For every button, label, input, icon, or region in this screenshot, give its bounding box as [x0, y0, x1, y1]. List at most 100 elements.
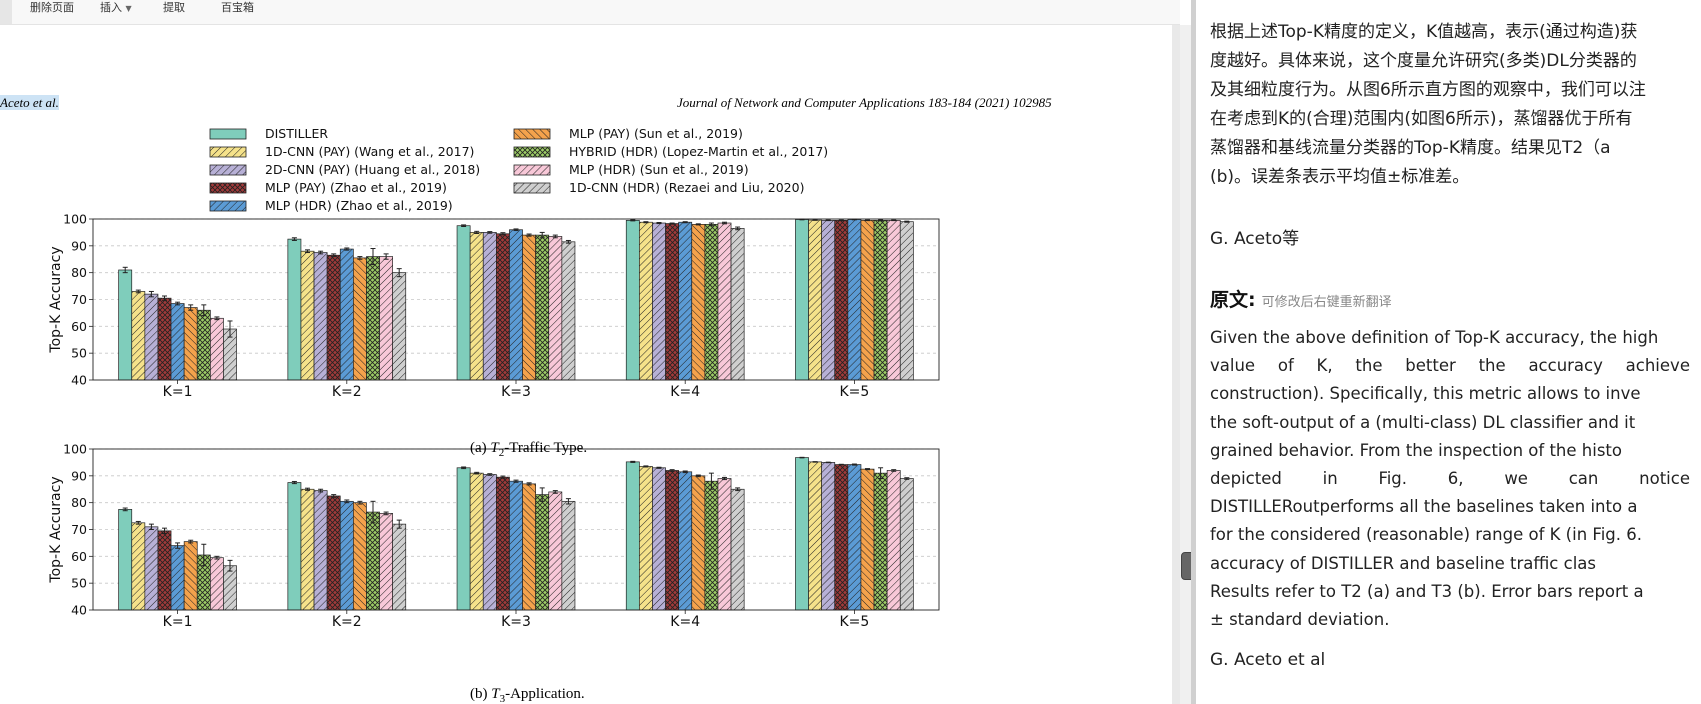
bar-hatch [353, 257, 367, 380]
x-tick-label: K=4 [670, 384, 700, 400]
word: K, [1316, 356, 1333, 376]
bar [625, 461, 640, 611]
bar-hatch [223, 329, 237, 380]
word: achieve [1625, 356, 1690, 376]
bar-hatch [314, 252, 328, 380]
caption-a: (a) T2-Traffic Type. [470, 440, 588, 459]
bar-hatch [548, 491, 562, 610]
original-line: accuracy of DISTILLER and baseline traff… [1210, 553, 1596, 573]
bar-hatch [392, 524, 406, 610]
running-journal: Journal of Network and Computer Applicat… [677, 95, 1052, 110]
original-line: depicted in Fig. 6, we can notice [1210, 465, 1690, 493]
translation-line: (b)。误差条表示平均值±标准差。 [1210, 167, 1470, 187]
original-line: the soft-output of a (multi-class) DL cl… [1210, 412, 1636, 432]
y-tick-label: 50 [71, 346, 87, 361]
panel-splitter[interactable] [1191, 0, 1196, 704]
legend-swatch-hatch [210, 183, 246, 193]
x-tick-label: K=2 [332, 384, 362, 400]
bar-hatch [561, 241, 575, 380]
bar-hatch [392, 272, 406, 380]
bar-hatch [808, 461, 822, 610]
bar-hatch [144, 526, 158, 610]
bar-hatch [847, 464, 861, 610]
bar-hatch [353, 502, 367, 610]
bar-hatch [665, 470, 679, 610]
bar-hatch [144, 294, 158, 380]
original-line: ± standard deviation. [1210, 609, 1390, 629]
bar-hatch [808, 220, 822, 380]
bar-hatch [874, 220, 888, 380]
legend-label: HYBRID (HDR) (Lopez-Martin et al., 2017) [569, 144, 828, 159]
bar-hatch [704, 481, 718, 610]
bar-hatch [639, 222, 653, 380]
bar-hatch [834, 464, 848, 610]
original-line: DISTILLERoutperforms all the baselines t… [1210, 497, 1638, 517]
retranslate-hint: 可修改后右键重新翻译 [1261, 295, 1392, 310]
legend-label: 1D-CNN (HDR) (Rezaei and Liu, 2020) [569, 180, 804, 195]
y-tick-label: 70 [71, 522, 87, 537]
y-tick-label: 60 [71, 549, 87, 564]
bar-hatch [496, 233, 510, 380]
bar-hatch [900, 478, 914, 610]
x-tick-label: K=1 [163, 614, 193, 630]
bar-hatch [379, 513, 393, 610]
extract-button[interactable]: 提取 [163, 1, 185, 14]
bar-hatch [821, 462, 835, 610]
translation-line: 在考虑到K的(合理)范围内(如图6所示)，蒸馏器优于所有 [1210, 109, 1633, 129]
delete-page-button[interactable]: 删除页面 [30, 1, 74, 14]
word: in [1322, 468, 1338, 488]
legend-label: MLP (HDR) (Sun et al., 2019) [569, 162, 749, 177]
insert-label: 插入 [100, 1, 122, 14]
bar-hatch [691, 224, 705, 380]
figure-6: DISTILLER 1D-CNN (PAY) (Wang et al., 2017… [48, 126, 940, 630]
bar-hatch [483, 232, 497, 380]
pdf-toolbar: 删除页面 插入 ▼ 提取 百宝箱 [0, 0, 1180, 25]
x-tick-label: K=5 [839, 614, 869, 630]
word: can [1568, 468, 1599, 488]
bar [118, 509, 133, 611]
bar-hatch [887, 470, 901, 610]
bar-hatch [731, 228, 745, 380]
toolbar-handle[interactable] [0, 0, 12, 24]
bar-hatch [509, 229, 523, 380]
scroll-track[interactable] [1172, 25, 1180, 704]
word: Fig. [1378, 468, 1408, 488]
word: 6, [1447, 468, 1464, 488]
bar-hatch [665, 223, 679, 380]
y-tick-label: 40 [71, 603, 87, 618]
translation-text[interactable]: 根据上述Top-K精度的定义，K值越高，表示(通过构造)获 度越好。具体来说，这… [1210, 18, 1680, 192]
original-text[interactable]: Given the above definition of Top-K accu… [1210, 324, 1690, 634]
word: of [1277, 356, 1294, 376]
bar-hatch [678, 222, 692, 380]
plot-frame [92, 448, 940, 611]
bar-hatch [379, 256, 393, 380]
bar-hatch [847, 219, 861, 380]
bar-hatch [639, 466, 653, 610]
translation-line: 根据上述Top-K精度的定义，K值越高，表示(通过构造)获 [1210, 22, 1638, 42]
bar-hatch [887, 220, 901, 380]
y-tick-label: 60 [71, 319, 87, 334]
insert-menu-button[interactable]: 插入 ▼ [100, 1, 132, 16]
original-line: for the considered (reasonable) range of… [1210, 525, 1642, 545]
plot-frame [92, 218, 940, 381]
bar-hatch [652, 467, 666, 610]
bar-hatch [171, 545, 185, 610]
bar-hatch [900, 221, 914, 380]
bar-hatch [184, 307, 198, 380]
translation-signature: G. Aceto等 [1210, 229, 1300, 249]
x-tick-label: K=1 [163, 384, 193, 400]
legend-swatch-hatch [210, 165, 246, 175]
translation-panel: 根据上述Top-K精度的定义，K值越高，表示(通过构造)获 度越好。具体来说，这… [1196, 0, 1701, 704]
bar-hatch [197, 554, 211, 610]
word: depicted [1210, 468, 1282, 488]
bar-hatch [561, 501, 575, 610]
bar [456, 225, 471, 381]
bar-hatch [678, 471, 692, 610]
word: the [1355, 356, 1383, 376]
bar [287, 238, 302, 381]
bar [118, 269, 133, 381]
toolbox-button[interactable]: 百宝箱 [221, 1, 254, 14]
original-line: Results refer to T2 (a) and T3 (b). Erro… [1210, 581, 1644, 601]
x-tick-label: K=3 [501, 384, 531, 400]
running-author[interactable]: Aceto et al. [0, 95, 59, 110]
